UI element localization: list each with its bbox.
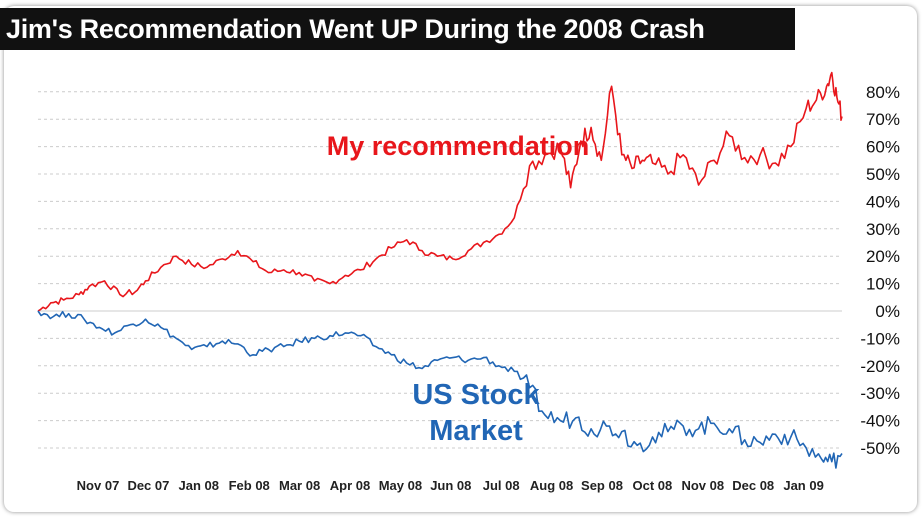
x-tick-label: Feb 08 [229,478,270,493]
series-lines [37,71,843,469]
market-series-line [37,310,843,469]
x-tick-label: Jun 08 [430,478,471,493]
recommendation-annotation: My recommendation [327,131,590,161]
y-tick-label: 40% [866,192,900,211]
x-tick-label: Jan 08 [179,478,219,493]
x-tick-label: Sep 08 [581,478,623,493]
y-tick-label: 80% [866,83,900,102]
x-tick-label: Apr 08 [330,478,370,493]
x-tick-label: Nov 08 [681,478,724,493]
recommendation-series-line [37,71,843,312]
x-tick-label: Dec 07 [127,478,169,493]
y-tick-label: -40% [860,412,900,431]
y-tick-label: 70% [866,110,900,129]
y-tick-label: -50% [860,439,900,458]
y-tick-label: 50% [866,165,900,184]
x-tick-label: Jan 09 [783,478,823,493]
x-tick-label: Jul 08 [483,478,520,493]
x-tick-label: May 08 [379,478,422,493]
y-tick-label: 0% [875,302,900,321]
x-tick-label: Nov 07 [77,478,120,493]
y-tick-label: -20% [860,357,900,376]
x-tick-label: Dec 08 [732,478,774,493]
chart-frame [4,6,917,512]
x-axis-tick-labels: Nov 07 Dec 07 Jan 08 Feb 08 Mar 08 Apr 08 May … [77,478,824,493]
x-tick-label: Oct 08 [633,478,673,493]
y-tick-label: -30% [860,384,900,403]
x-tick-label: Aug 08 [530,478,573,493]
y-tick-label: -10% [860,329,900,348]
chart-title: Jim's Recommendation Went UP During the … [6,13,705,44]
y-tick-label: 20% [866,247,900,266]
market-annotation-line2: Market [429,415,523,447]
market-annotation-line1: US Stock [412,379,540,411]
y-tick-label: 10% [866,275,900,294]
y-tick-label: 60% [866,138,900,157]
y-tick-label: 30% [866,220,900,239]
x-tick-label: Mar 08 [279,478,320,493]
chart-title-bar: Jim's Recommendation Went UP During the … [0,8,795,50]
y-axis-tick-labels: 80% 70% 60% 50% 40% 30% 20% 10% 0% -10% -20% -30% -4… [860,83,900,458]
